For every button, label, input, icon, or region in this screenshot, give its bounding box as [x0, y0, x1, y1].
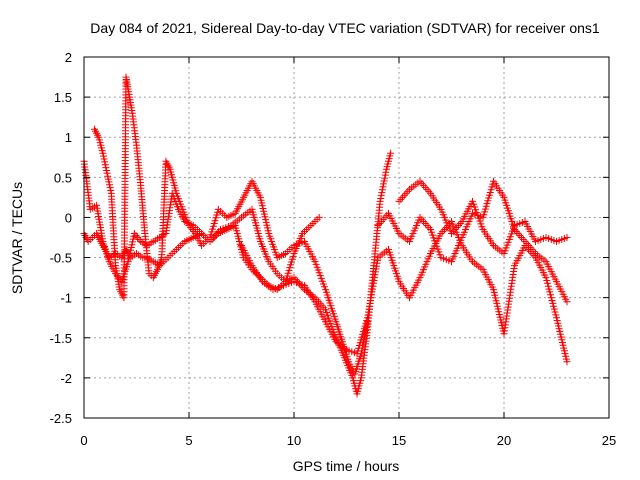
axis-ticks	[83, 56, 610, 419]
data-point	[475, 214, 483, 222]
data-points	[80, 73, 571, 398]
data-point	[382, 168, 390, 176]
y-tick-label: 1.5	[54, 90, 72, 105]
data-point	[381, 174, 389, 182]
x-tick-label: 15	[392, 433, 406, 448]
x-tick-label: 0	[80, 433, 87, 448]
data-point	[315, 213, 323, 221]
data-point	[548, 297, 556, 304]
data-point	[105, 178, 113, 186]
data-point	[211, 217, 219, 225]
data-point	[551, 308, 559, 316]
data-point	[376, 197, 384, 205]
data-point	[100, 152, 107, 160]
y-tick-label: 1	[65, 130, 72, 145]
data-point	[550, 305, 558, 313]
data-point	[563, 234, 571, 241]
data-point	[544, 282, 552, 290]
data-point	[104, 172, 112, 180]
series-track-e	[374, 177, 571, 306]
y-tick-label: -0.5	[50, 251, 72, 266]
y-tick-label: 2	[65, 50, 72, 65]
x-tick-label: 5	[185, 433, 192, 448]
data-point	[289, 252, 297, 260]
data-point	[436, 251, 444, 259]
x-axis-label: GPS time / hours	[293, 458, 400, 474]
data-point	[542, 274, 550, 282]
y-tick-label: -2	[60, 371, 72, 386]
x-tick-label: 25	[602, 433, 616, 448]
data-point	[102, 164, 110, 172]
x-tick-labels: 0 5 10 15 20 25	[80, 433, 616, 448]
y-tick-label: -1	[60, 291, 72, 306]
data-point	[378, 189, 386, 197]
data-point	[103, 169, 111, 177]
series-track-c	[80, 157, 323, 294]
data-point	[107, 187, 115, 194]
data-point	[549, 299, 557, 307]
series-track-d	[238, 218, 571, 366]
data-point	[563, 358, 571, 366]
y-tick-labels: -2.5 -2 -1.5 -1 -0.5 0 0.5 1 1.5 2	[50, 50, 72, 426]
data-point	[378, 186, 386, 194]
data-point	[546, 288, 554, 296]
plot-frame	[83, 56, 610, 419]
data-point	[563, 298, 571, 306]
data-point	[377, 192, 385, 200]
chart-title: Day 084 of 2021, Sidereal Day-to-day VTE…	[90, 20, 600, 36]
series-track-f	[395, 177, 571, 257]
data-point	[547, 291, 554, 299]
y-tick-label: 0	[65, 210, 72, 225]
data-point	[387, 149, 395, 157]
data-point	[106, 184, 114, 192]
data-point	[380, 177, 388, 185]
data-point	[380, 180, 387, 188]
y-tick-label: 0.5	[54, 170, 72, 185]
data-point	[101, 161, 109, 169]
y-tick-label: -2.5	[50, 411, 72, 426]
data-point	[125, 252, 133, 260]
data-point	[100, 155, 108, 163]
x-tick-label: 10	[287, 433, 301, 448]
y-axis-label: SDTVAR / TECUs	[9, 182, 25, 294]
x-tick-label: 20	[497, 433, 511, 448]
y-tick-label: -1.5	[50, 331, 72, 346]
data-point	[544, 279, 551, 287]
